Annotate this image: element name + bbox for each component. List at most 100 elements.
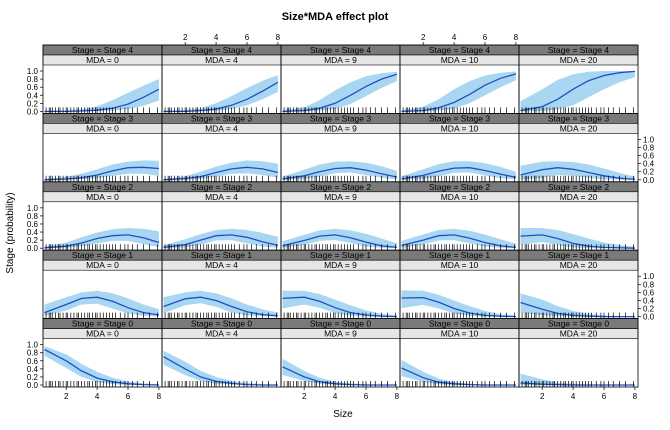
strip-stage-label: Stage = Stage 0 (429, 319, 490, 329)
y-tick-label: 1.0 (643, 272, 655, 281)
y-tick-label: 0.0 (643, 176, 655, 185)
y-tick-label: 0.0 (27, 244, 39, 253)
confidence-band (401, 360, 516, 385)
confidence-band (401, 161, 516, 180)
x-tick-label: 2 (421, 33, 426, 42)
effect-line (401, 234, 516, 249)
strip-stage-label: Stage = Stage 1 (191, 250, 252, 260)
y-tick-label: 0.2 (27, 236, 39, 245)
confidence-band (282, 290, 397, 317)
strip-stage-label: Stage = Stage 0 (191, 319, 252, 329)
confidence-band (282, 161, 397, 180)
effect-line (520, 70, 635, 112)
effect-line (44, 166, 159, 181)
strip-mda-label: MDA = 9 (324, 123, 357, 133)
confidence-band (44, 290, 159, 317)
y-tick-label: 0.4 (643, 296, 655, 305)
effect-line (401, 167, 517, 180)
strip-stage-label: Stage = Stage 3 (548, 113, 609, 123)
strip-mda-label: MDA = 4 (205, 192, 238, 202)
x-tick-label: 4 (452, 33, 457, 42)
strip-stage-label: Stage = Stage 0 (548, 319, 609, 329)
y-tick-label: 1.0 (643, 135, 655, 144)
strip-mda-label: MDA = 10 (441, 192, 479, 202)
effect-line (520, 382, 635, 386)
x-tick-label: 8 (395, 392, 400, 401)
effect-line (401, 73, 517, 113)
strip-stage-label: Stage = Stage 2 (191, 182, 252, 192)
y-tick-label: 0.8 (643, 144, 655, 153)
y-tick-label: 1.0 (27, 204, 39, 213)
x-tick-label: 2 (183, 33, 188, 42)
strip-stage-label: Stage = Stage 0 (310, 319, 371, 329)
x-tick-label: 6 (245, 33, 250, 42)
strip-stage-label: Stage = Stage 3 (72, 113, 133, 123)
strip-mda-label: MDA = 20 (560, 55, 598, 65)
y-tick-label: 0.8 (27, 212, 39, 221)
y-tick-label: 0.2 (27, 99, 39, 108)
effect-line (163, 356, 278, 386)
effect-line (163, 234, 279, 249)
confidence-band (163, 350, 278, 385)
confidence-band (282, 71, 397, 112)
strip-stage-label: Stage = Stage 0 (72, 319, 133, 329)
y-tick-label: 0.8 (27, 75, 39, 84)
y-tick-label: 0.6 (643, 152, 655, 161)
confidence-band (163, 290, 278, 317)
effect-line (282, 234, 397, 249)
y-tick-label: 0.2 (643, 168, 655, 177)
y-tick-label: 0.6 (27, 357, 39, 366)
strip-mda-label: MDA = 0 (86, 329, 119, 339)
chart-title: Size*MDA effect plot (282, 11, 389, 23)
y-tick-label: 0.8 (643, 280, 655, 289)
strip-mda-label: MDA = 10 (441, 260, 479, 270)
strip-mda-label: MDA = 20 (560, 329, 598, 339)
strip-mda-label: MDA = 4 (205, 55, 238, 65)
strip-stage-label: Stage = Stage 1 (310, 250, 371, 260)
confidence-band (520, 71, 635, 112)
x-tick-label: 8 (633, 392, 638, 401)
x-tick-label: 2 (302, 392, 307, 401)
strip-stage-label: Stage = Stage 1 (429, 250, 490, 260)
strip-mda-label: MDA = 9 (324, 55, 357, 65)
effect-line (520, 301, 635, 318)
strip-stage-label: Stage = Stage 4 (548, 45, 609, 55)
strip-mda-label: MDA = 9 (324, 192, 357, 202)
effect-line (163, 81, 279, 113)
strip-stage-label: Stage = Stage 4 (72, 45, 133, 55)
effect-line (282, 296, 397, 318)
effect-line (401, 296, 516, 318)
strip-stage-label: Stage = Stage 3 (191, 113, 252, 123)
x-tick-label: 6 (126, 392, 131, 401)
strip-mda-label: MDA = 20 (560, 123, 598, 133)
confidence-band (44, 346, 159, 385)
x-tick-label: 4 (214, 33, 219, 42)
x-tick-label: 8 (276, 33, 281, 42)
strip-mda-label: MDA = 4 (205, 329, 238, 339)
y-tick-label: 0.6 (27, 83, 39, 92)
effect-line (163, 296, 278, 317)
y-tick-label: 0.0 (27, 107, 39, 116)
confidence-band (401, 71, 516, 112)
confidence-band (520, 373, 635, 385)
confidence-band (401, 290, 516, 317)
strip-mda-label: MDA = 0 (86, 192, 119, 202)
effect-line (282, 167, 398, 180)
confidence-band (520, 293, 635, 317)
effect-line (44, 348, 159, 386)
axes-ticks: 0.00.20.40.60.81.02 4 6 8 2 4 6 80.00.20.40.60.… (27, 33, 655, 401)
